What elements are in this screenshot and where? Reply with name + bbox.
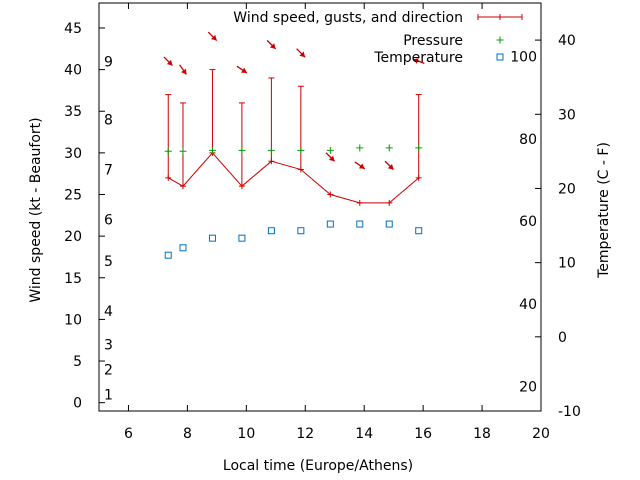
wind-speed-point <box>238 183 245 190</box>
y-left-tick-label: 40 <box>64 63 82 79</box>
x-tick-label: 10 <box>237 426 255 442</box>
temperature-point <box>208 234 216 242</box>
y-right-tick-label: 40 <box>558 33 576 49</box>
y-right-tick-label: 20 <box>558 181 576 197</box>
pressure-point <box>385 144 393 152</box>
legend-swatch-temperature <box>496 53 504 61</box>
fahrenheit-label: 100 <box>510 49 537 65</box>
y-left-tick-label: 20 <box>64 229 82 245</box>
legend-swatch-wind <box>497 14 503 20</box>
wind-speed-point <box>327 191 334 198</box>
beaufort-label: 8 <box>104 113 113 129</box>
x-tick-label: 12 <box>296 426 314 442</box>
legend-label: Wind speed, gusts, and direction <box>233 10 463 26</box>
direction-arrow-head <box>181 68 187 75</box>
chart-marks-layer <box>163 31 425 259</box>
y-axis-title-left: Wind speed (kt - Beaufort) <box>28 117 44 302</box>
temperature-point <box>297 227 305 235</box>
beaufort-label: 4 <box>104 304 113 320</box>
pressure-point <box>356 144 364 152</box>
temperature-point <box>415 227 423 235</box>
legend: Wind speed, gusts, and direction Pressure… <box>233 10 523 66</box>
legend-label: Temperature <box>373 50 463 66</box>
y-left-tick-label: 25 <box>64 188 82 204</box>
temperature-point <box>164 251 172 259</box>
direction-arrow-head <box>387 163 394 170</box>
x-tick-label: 20 <box>532 426 550 442</box>
temperature-point <box>356 220 364 228</box>
beaufort-label: 3 <box>104 337 113 353</box>
temperature-point <box>267 227 275 235</box>
wind-speed-point <box>165 174 172 181</box>
x-tick-label: 14 <box>355 426 373 442</box>
temperature-point <box>238 234 246 242</box>
direction-arrow-head <box>299 51 306 58</box>
beaufort-label: 9 <box>104 54 113 70</box>
pressure-point <box>164 147 172 155</box>
beaufort-label: 2 <box>104 362 113 378</box>
y-right-tick-label: 30 <box>558 107 576 123</box>
pressure-point <box>297 146 305 154</box>
beaufort-label: 1 <box>104 387 113 403</box>
pressure-point <box>326 146 334 154</box>
ticks-layer <box>99 3 542 412</box>
beaufort-label: 6 <box>104 212 113 228</box>
x-tick-label: 8 <box>183 426 192 442</box>
pressure-point <box>238 146 246 154</box>
y-left-tick-label: 30 <box>64 146 82 162</box>
y-right-tick-label: -10 <box>558 404 581 420</box>
wind-speed-point <box>297 166 304 173</box>
temperature-point <box>385 220 393 228</box>
temperature-point <box>326 220 334 228</box>
direction-arrow-head <box>269 43 276 49</box>
pressure-point <box>267 146 275 154</box>
wind-speed-point <box>415 174 422 181</box>
direction-arrow-head <box>358 163 365 169</box>
y-left-tick-label: 0 <box>73 396 82 412</box>
wind-speed-point <box>386 199 393 206</box>
x-tick-label: 6 <box>124 426 133 442</box>
wind-speed-point <box>179 183 186 190</box>
pressure-point <box>179 147 187 155</box>
y-left-tick-label: 5 <box>73 354 82 370</box>
tick-labels-layer: 6 8 10 12 14 16 18 20051015202530354045-1001020… <box>64 21 581 442</box>
direction-arrow-head <box>211 34 217 41</box>
y-left-tick-label: 10 <box>64 312 82 328</box>
temperature-point <box>179 244 187 252</box>
pressure-point <box>208 146 216 154</box>
y-right-tick-label: 10 <box>558 256 576 272</box>
beaufort-label: 7 <box>104 163 113 179</box>
x-tick-label: 18 <box>473 426 491 442</box>
y-left-tick-label: 45 <box>64 21 82 37</box>
fahrenheit-label: 20 <box>519 380 537 396</box>
direction-arrow-head <box>328 155 335 162</box>
y-left-tick-label: 15 <box>64 271 82 287</box>
fahrenheit-label: 40 <box>519 297 537 313</box>
wind-speed-line <box>168 152 420 204</box>
plot-frame <box>98 2 542 412</box>
beaufort-label: 5 <box>104 254 113 270</box>
legend-swatch-pressure <box>496 36 504 44</box>
legend-label: Pressure <box>403 33 463 49</box>
direction-arrow-head <box>413 58 419 64</box>
direction-arrow-head <box>166 59 173 66</box>
direction-arrow-head <box>241 67 247 74</box>
y-right-tick-label: 0 <box>558 330 567 346</box>
y-axis-title-right: Temperature (C - F) <box>596 142 612 279</box>
wind-speed-point <box>356 199 363 206</box>
wind-speed-point <box>268 158 275 165</box>
y-left-tick-label: 35 <box>64 104 82 120</box>
fahrenheit-label: 80 <box>519 132 537 148</box>
pressure-point <box>415 144 423 152</box>
x-tick-label: 16 <box>414 426 432 442</box>
x-axis-title: Local time (Europe/Athens) <box>223 458 413 474</box>
fahrenheit-label: 60 <box>519 214 537 230</box>
